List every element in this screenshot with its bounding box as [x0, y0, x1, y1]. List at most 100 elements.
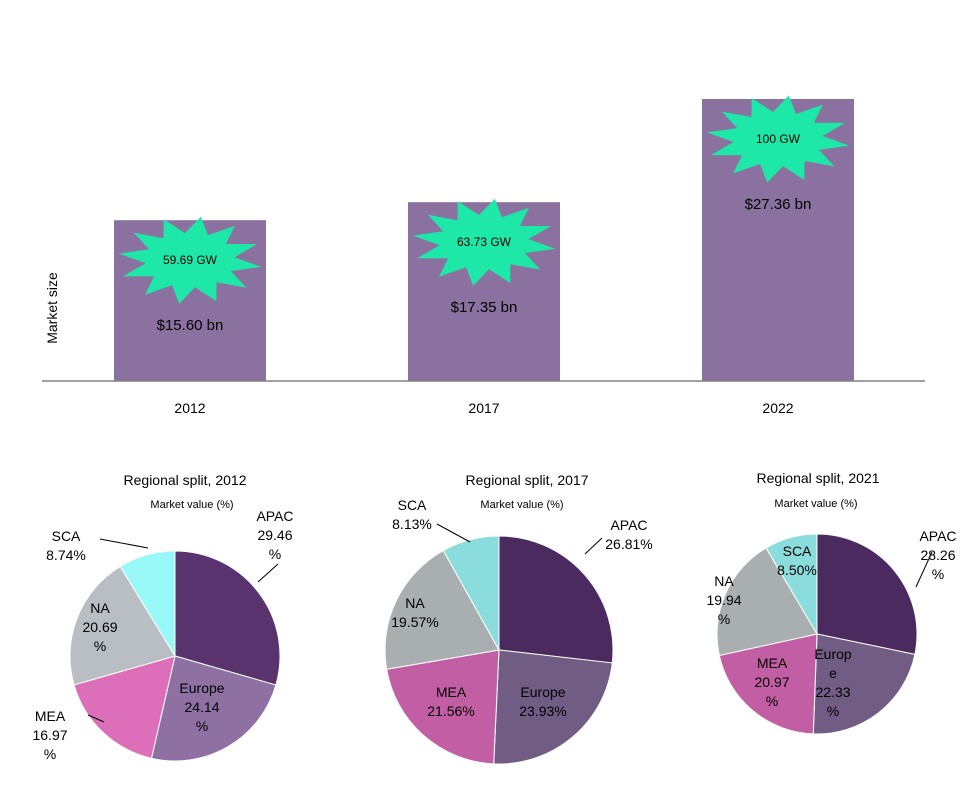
- slice-label-line: APAC: [256, 508, 294, 524]
- x-tick-label: 2017: [468, 400, 499, 416]
- slice-label-line: Europ: [814, 646, 852, 662]
- slice-label-line: 23.93%: [519, 703, 567, 719]
- x-tick-label: 2012: [174, 400, 205, 416]
- slice-label-apac: APAC 26.81%: [605, 516, 652, 554]
- pie-title: Regional split, 2021: [756, 470, 880, 486]
- leader-line: [584, 537, 603, 555]
- pie-chart-2021: Regional split, 2021 Market value (%) AP…: [650, 460, 975, 800]
- pie-slice-sca: [119, 550, 176, 658]
- slice-label-line: 8.74%: [46, 547, 86, 563]
- slice-label-apac: APAC 28.26%: [919, 527, 956, 584]
- slice-label-na: NA 19.94%: [706, 572, 741, 629]
- slice-label-line: 20.97: [754, 674, 790, 690]
- pie-chart-2012: Regional split, 2012 Market value (%) AP…: [20, 460, 345, 800]
- pie-slice-mea: [386, 649, 500, 765]
- leader-line: [436, 523, 471, 543]
- slice-label-line: SCA: [51, 528, 81, 544]
- slice-label-line: %: [195, 718, 209, 734]
- leader-line: [257, 563, 279, 583]
- burst-label: 59.69 GW: [163, 253, 218, 267]
- bar-value-label: $17.35 bn: [451, 299, 518, 316]
- pie-plot: [69, 538, 281, 762]
- burst-icon: [412, 198, 556, 286]
- slice-label-line: Europe: [520, 684, 566, 700]
- slice-label-line: 19.57%: [391, 614, 439, 630]
- pie-slice-mea: [73, 655, 176, 759]
- pie-title: Regional split, 2017: [465, 472, 589, 488]
- leader-line: [87, 714, 105, 723]
- leader-line: [99, 538, 149, 549]
- pie-subtitle: Market value (%): [774, 498, 858, 510]
- slice-label-line: APAC: [610, 517, 648, 533]
- slice-label-line: MEA: [756, 655, 788, 671]
- slice-label-na: NA 19.57%: [391, 594, 438, 632]
- slice-label-line: 16.97: [32, 727, 68, 743]
- pie-slice-na: [716, 547, 818, 657]
- slice-label-line: NA: [714, 573, 734, 589]
- pie-slice-europe: [812, 633, 916, 735]
- burst-icon: [118, 216, 262, 304]
- slice-label-line: %: [268, 546, 282, 562]
- pie-subtitle: Market value (%): [150, 499, 234, 511]
- slice-label-line: 26.81%: [605, 536, 653, 552]
- slice-label-line: %: [93, 638, 107, 654]
- slice-label-line: 19.94: [706, 592, 742, 608]
- market-size-bar-chart: 59.69 GW $15.60 bn 2012 63.73 GW $17.35 bn 20…: [42, 95, 925, 416]
- pie-subtitle: Market value (%): [480, 499, 564, 511]
- slice-label-line: %: [931, 566, 945, 582]
- slice-label-europe: Europ e 22.33%: [814, 645, 851, 721]
- pie-slice-na: [69, 565, 176, 686]
- burst-label: 63.73 GW: [457, 235, 512, 249]
- slice-label-line: APAC: [919, 528, 957, 544]
- slice-label-line: SCA: [782, 543, 812, 559]
- slice-label-line: 8.50%: [777, 562, 817, 578]
- slice-label-apac: APAC 29.46%: [256, 507, 293, 564]
- slice-label-line: SCA: [397, 497, 427, 513]
- slice-label-line: MEA: [435, 684, 467, 700]
- bar-value-label: $27.36 bn: [745, 196, 812, 213]
- pie-slice-europe: [493, 649, 613, 765]
- bar-value-label: $15.60 bn: [157, 317, 224, 334]
- pie-slice-sca: [442, 535, 500, 652]
- pie-plot: [384, 523, 614, 765]
- slice-label-mea: MEA 16.97%: [32, 707, 67, 764]
- pie-plot: [716, 533, 933, 735]
- pie-slice-apac: [816, 533, 918, 655]
- pie-slice-na: [384, 549, 500, 670]
- slice-label-line: %: [765, 693, 779, 709]
- pie-slice-mea: [718, 633, 818, 735]
- slice-label-line: %: [43, 746, 57, 762]
- slice-label-line: %: [717, 611, 731, 627]
- slice-label-line: 20.69: [82, 619, 118, 635]
- slice-label-line: 21.56%: [427, 703, 475, 719]
- pie-slice-europe: [150, 655, 277, 762]
- slice-label-line: 29.46: [257, 527, 293, 543]
- x-tick-label: 2022: [762, 400, 793, 416]
- pie-chart-2017: Regional split, 2017 Market value (%) AP…: [345, 460, 670, 800]
- slice-label-na: NA 20.69%: [82, 599, 117, 656]
- slice-label-line: 8.13%: [392, 516, 432, 532]
- slice-label-europe: Europe 23.93%: [519, 683, 566, 721]
- burst-icon: [706, 95, 850, 183]
- slice-label-line: NA: [405, 595, 425, 611]
- slice-label-europe: Europe 24.14%: [179, 679, 224, 736]
- pie-slice-apac: [174, 550, 281, 686]
- leader-line: [915, 551, 933, 588]
- pie-title: Regional split, 2012: [123, 472, 247, 488]
- y-axis-label: Market size: [44, 272, 60, 344]
- slice-label-sca: SCA 8.74%: [46, 527, 86, 565]
- slice-label-line: 28.26: [920, 547, 956, 563]
- slice-label-mea: MEA 20.97%: [754, 654, 789, 711]
- slice-label-mea: MEA 21.56%: [427, 683, 474, 721]
- slice-label-line: Europe: [179, 680, 225, 696]
- slice-label-line: 22.33: [815, 684, 851, 700]
- slice-label-line: e: [829, 665, 837, 681]
- slice-label-line: NA: [90, 600, 110, 616]
- pie-slice-apac: [498, 535, 614, 664]
- slice-label-line: 24.14: [184, 699, 220, 715]
- slice-label-sca: SCA 8.50%: [777, 542, 817, 580]
- burst-label: 100 GW: [756, 132, 801, 146]
- slice-label-sca: SCA 8.13%: [392, 496, 432, 534]
- pie-slice-sca: [765, 533, 818, 636]
- slice-label-line: %: [826, 703, 840, 719]
